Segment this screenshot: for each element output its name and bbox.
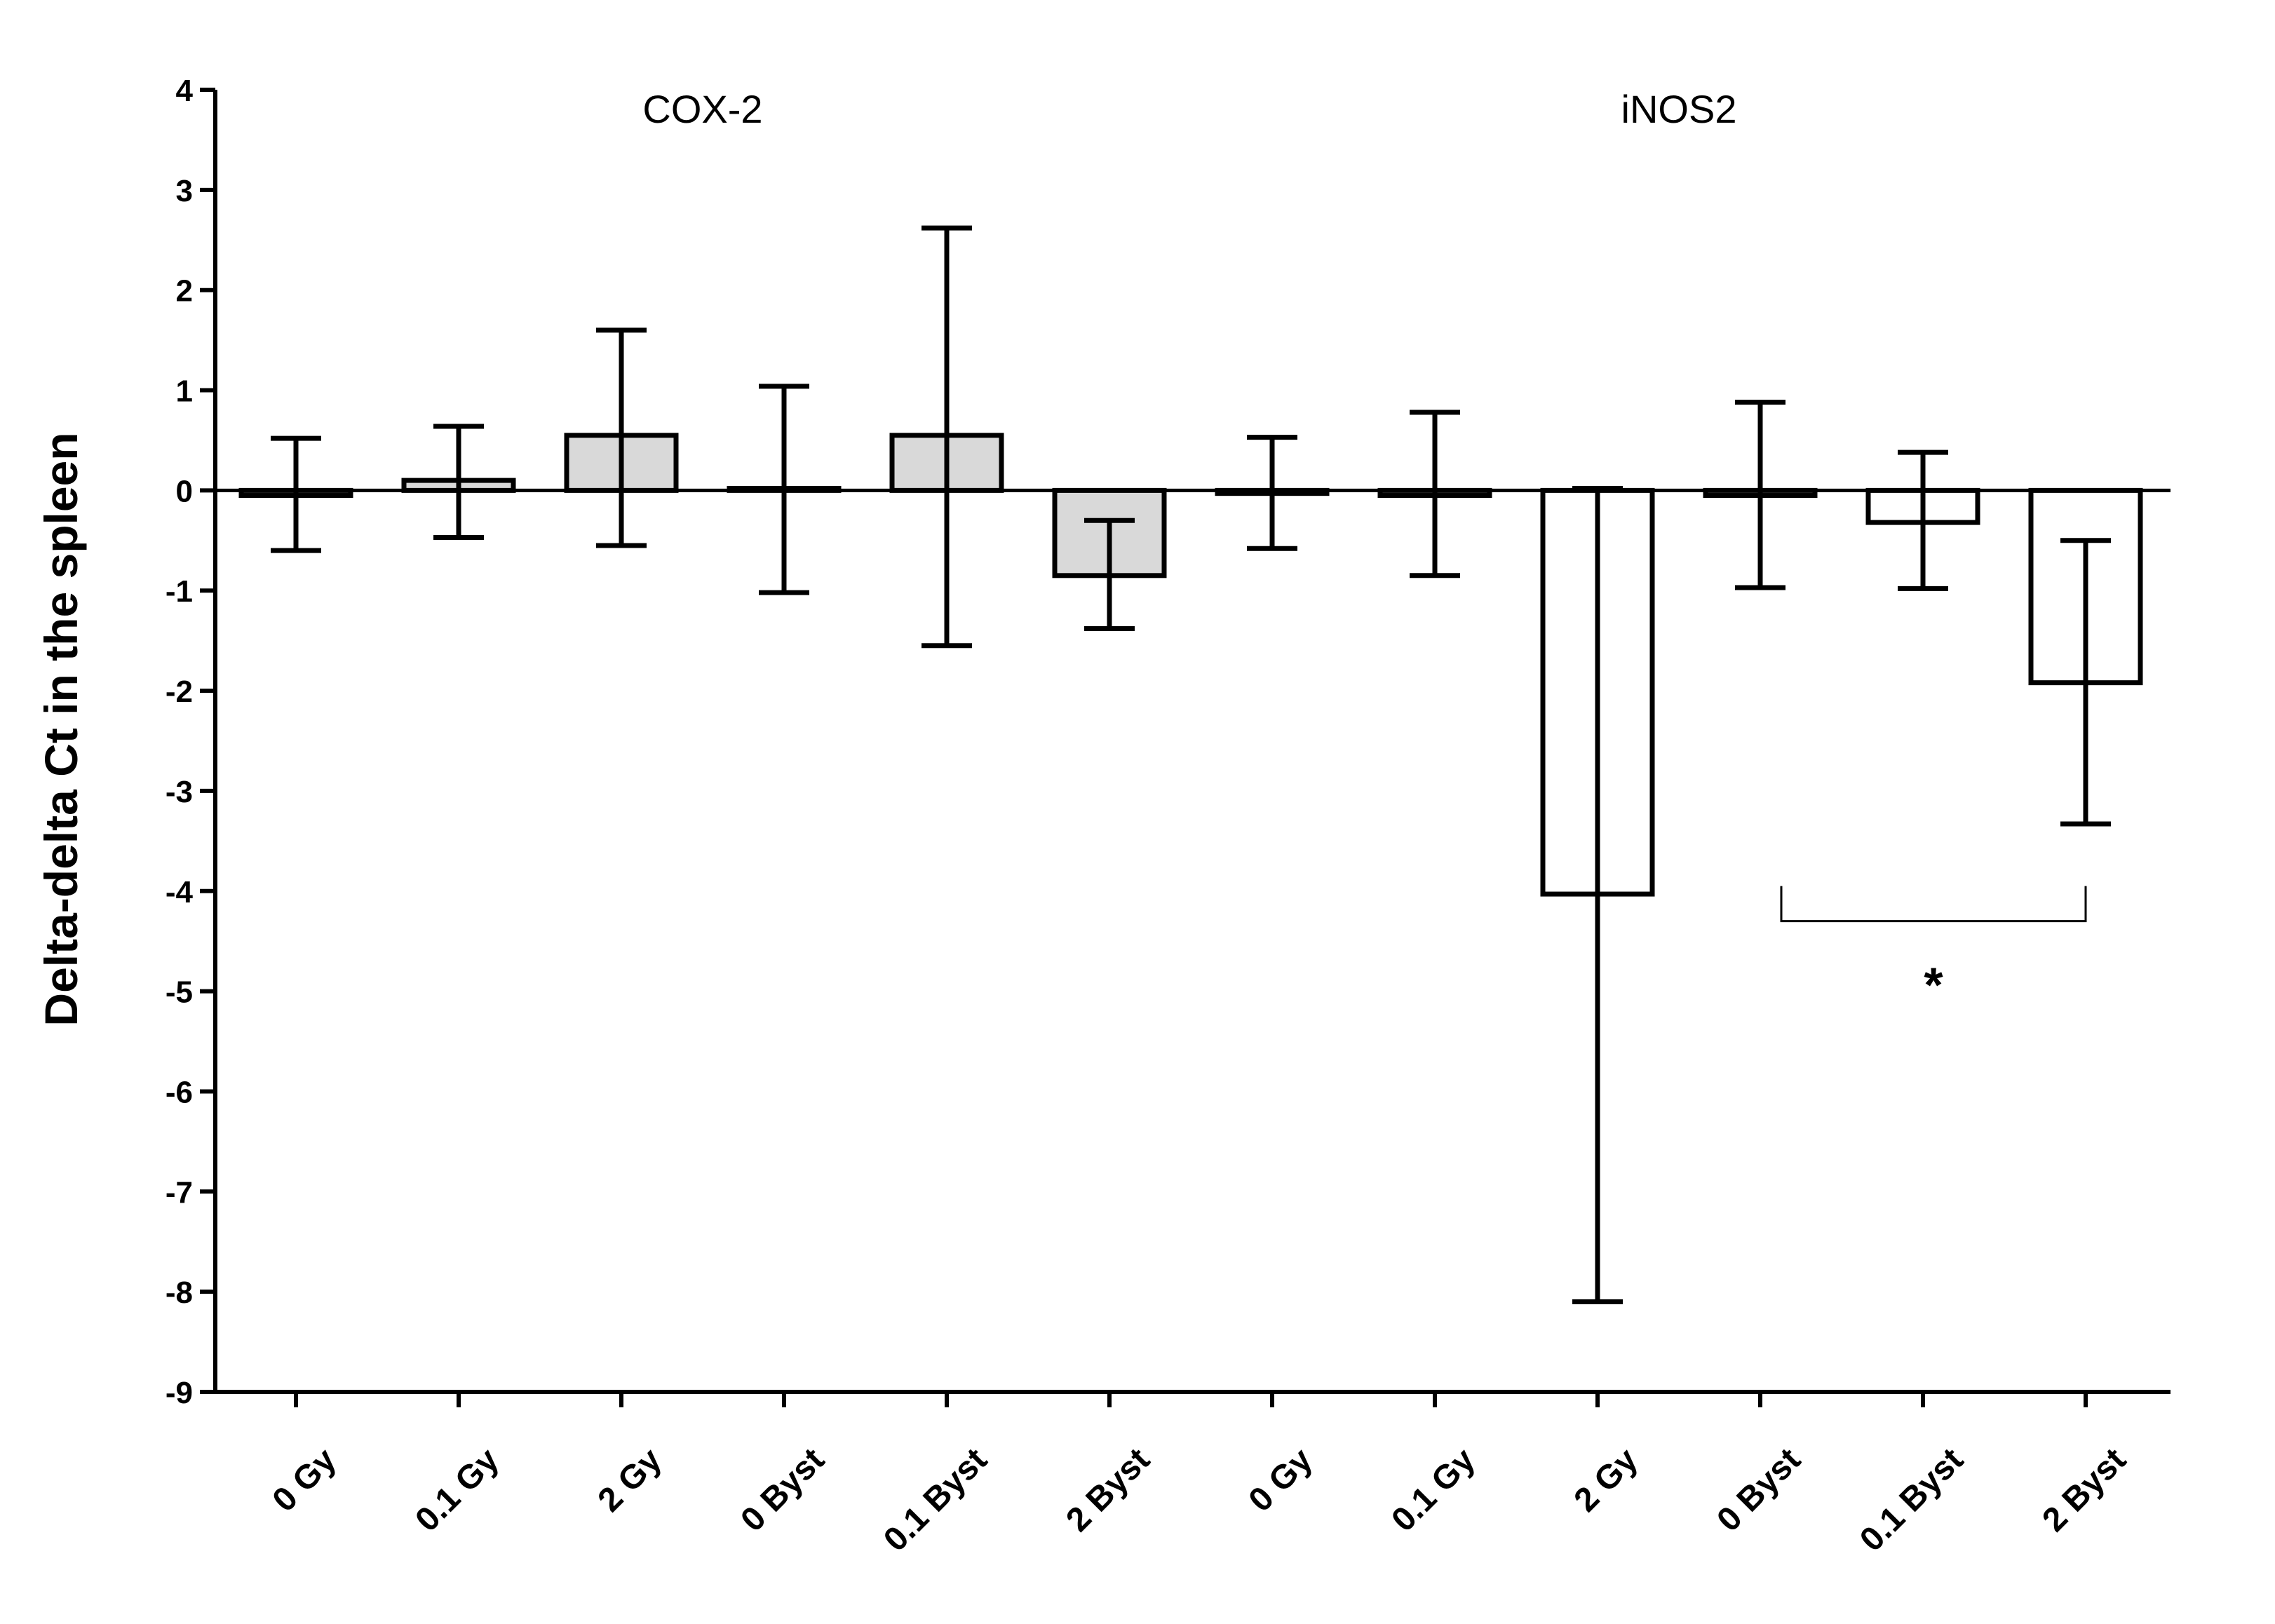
x-tick-label-3: 0 Byst (734, 1441, 831, 1538)
significance-bracket-0 (1780, 886, 2087, 923)
y-tick-label--2: -2 (166, 675, 193, 709)
bars-layer (238, 225, 2143, 1304)
labels-layer: 4 3 2 1 0 -1 -2 -3 -4 -5 -6 -7 -8 -9 0 Gy 0.1 Gy 2 Gy 0 B… (166, 74, 2133, 1559)
y-tick-label-3: 3 (176, 174, 193, 208)
y-tick-label-2: 2 (176, 274, 193, 309)
axes-layer (200, 88, 2171, 1407)
y-tick-label-1: 1 (176, 374, 193, 409)
x-tick-label-8: 2 Gy (1567, 1441, 1645, 1519)
x-tick-label-6: 0 Gy (1242, 1441, 1320, 1519)
x-tick-label-10: 0.1 Byst (1853, 1441, 1971, 1559)
y-tick-label-0: 0 (176, 474, 193, 508)
y-tick-label--8: -8 (166, 1275, 193, 1310)
y-tick-label--9: -9 (166, 1376, 193, 1410)
y-tick-label--7: -7 (166, 1175, 193, 1210)
x-tick-label-9: 0 Byst (1710, 1441, 1807, 1538)
x-tick-label-11: 2 Byst (2035, 1441, 2133, 1538)
x-tick-label-0: 0 Gy (266, 1441, 344, 1519)
x-tick-label-1: 0.1 Gy (408, 1441, 506, 1539)
x-tick-label-5: 2 Byst (1059, 1441, 1156, 1538)
y-tick-label--5: -5 (166, 975, 193, 1010)
y-tick-label--3: -3 (166, 775, 193, 809)
group-label-cox-2: COX-2 (642, 87, 762, 131)
y-tick-label--1: -1 (166, 574, 193, 609)
significance-marker-0: * (1924, 958, 1943, 1013)
x-tick-label-2: 2 Gy (591, 1441, 669, 1519)
x-tick-label-7: 0.1 Gy (1384, 1441, 1483, 1539)
group-label-inos2: iNOS2 (1621, 87, 1737, 131)
y-tick-label--6: -6 (166, 1075, 193, 1109)
y-tick-label--4: -4 (166, 875, 194, 909)
y-tick-label-4: 4 (176, 74, 194, 108)
y-axis-label: Delta-delta Ct in the spleen (35, 432, 87, 1026)
x-tick-label-4: 0.1 Byst (877, 1441, 994, 1559)
